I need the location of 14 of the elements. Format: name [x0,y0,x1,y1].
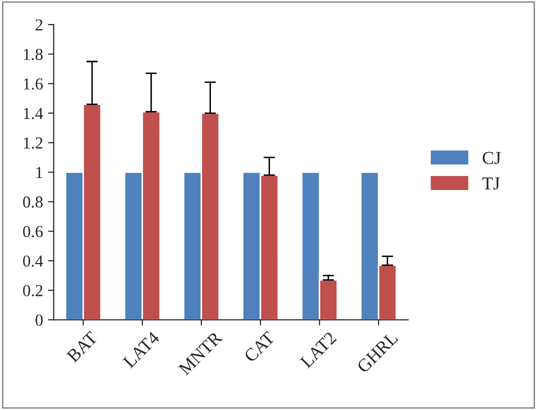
y-tick-label: 0.8 [23,196,43,208]
x-tick-label: CAT [244,330,276,363]
y-tick-label: 0.2 [23,284,42,296]
y-tick-label: 0 [36,314,43,326]
y-tick-label: 0.4 [23,255,44,267]
y-tick-label: 1.2 [24,137,42,149]
y-tick-label: 1.8 [24,48,43,60]
y-tick-label: 1.4 [24,108,44,120]
y-tick-label: 1 [36,166,42,178]
y-tick-label: 1.6 [24,78,43,90]
y-tick-label: 0.6 [23,226,43,238]
y-tick-label: 2 [36,19,42,30]
legend-label: TJ [482,178,500,190]
legend-label: CJ [482,152,501,164]
